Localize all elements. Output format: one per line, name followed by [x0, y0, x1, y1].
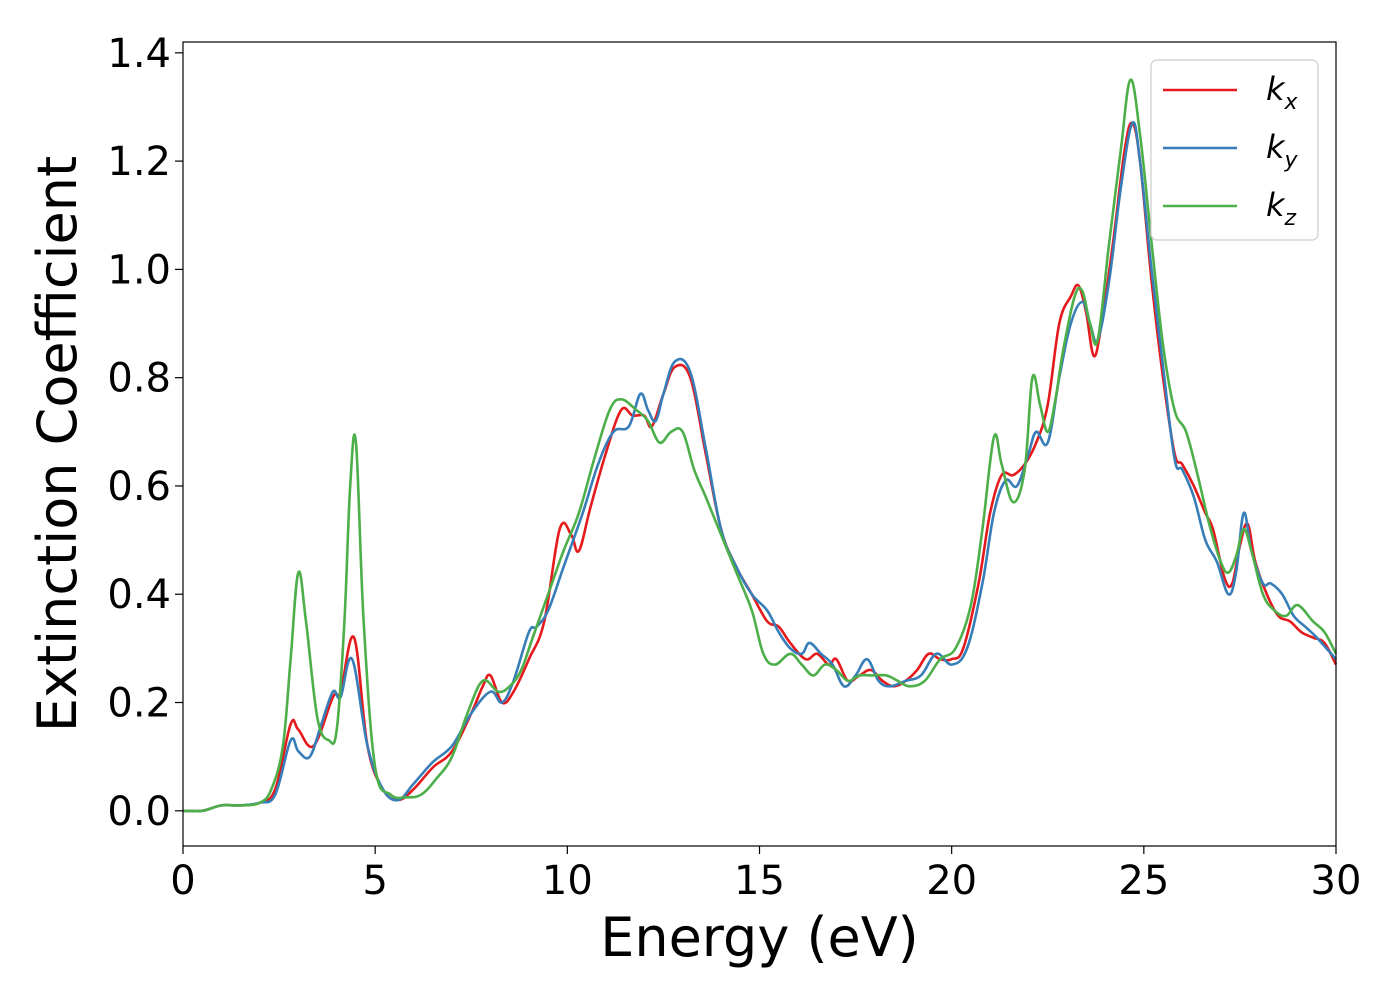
y-tick-label: 0.4	[107, 572, 171, 618]
x-tick-label: 10	[542, 858, 593, 904]
y-tick-label: 1.4	[107, 31, 171, 77]
axis-ticks: 0 5 10 15 20 25 30 0.0 0.2 0.4 0.6 0.8 1.0 1.2 1.4	[107, 31, 1361, 904]
y-tick-label: 0.2	[107, 681, 171, 727]
y-tick-label: 1.0	[107, 247, 171, 293]
legend-label-kz: kz	[1266, 186, 1297, 231]
y-tick-label: 0.0	[107, 789, 171, 835]
legend-box	[1150, 59, 1319, 241]
x-tick-label: 30	[1311, 858, 1362, 904]
x-axis-title: Energy (eV)	[600, 906, 919, 969]
series-layer	[182, 78, 1338, 813]
x-tick-label: 5	[362, 858, 387, 904]
series-line-kz	[182, 78, 1338, 813]
x-tick-label: 20	[926, 858, 977, 904]
y-tick-label: 0.6	[107, 464, 171, 510]
legend-label-kx: kx	[1266, 70, 1299, 115]
legend-label-ky: ky	[1266, 128, 1299, 173]
legend-entries: kx ky kz	[1163, 70, 1299, 231]
x-tick-label: 15	[734, 858, 785, 904]
legend: kx ky kz	[1150, 59, 1319, 241]
x-tick-label: 0	[170, 858, 195, 904]
y-axis-title: Extinction Coefficient	[26, 156, 89, 732]
x-tick-label: 25	[1118, 858, 1169, 904]
y-tick-label: 0.8	[107, 356, 171, 402]
y-tick-label: 1.2	[107, 139, 171, 185]
